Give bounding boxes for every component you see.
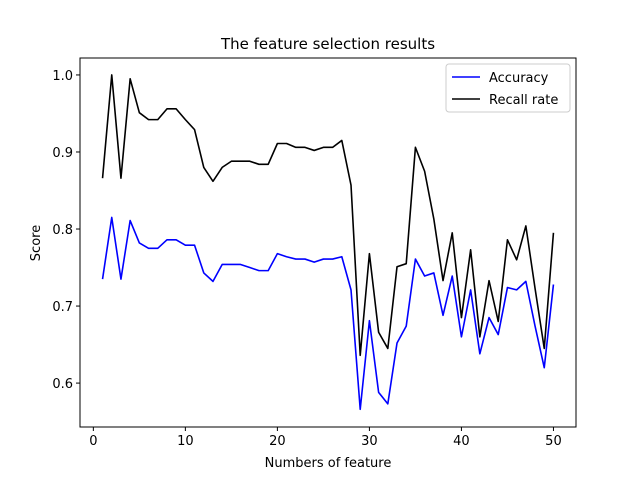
series-line-0	[101, 216, 555, 411]
y-tick-label: 1.0	[52, 69, 73, 84]
x-tick-label: 40	[453, 434, 470, 449]
x-axis-label: Numbers of feature	[265, 456, 392, 471]
y-tick-label: 0.9	[52, 146, 73, 161]
x-tick-label: 20	[269, 434, 286, 449]
y-tick-label: 0.7	[52, 300, 73, 315]
x-tick-label: 0	[89, 434, 97, 449]
x-tick-label: 50	[545, 434, 562, 449]
y-axis-label: Score	[29, 225, 44, 261]
y-axis: 0.6 0.7 0.8 0.9 1.0	[52, 69, 80, 392]
legend-label: Accuracy	[489, 71, 549, 86]
legend-label: Recall rate	[489, 93, 558, 108]
legend: Accuracy Recall rate	[445, 63, 571, 113]
x-tick-label: 10	[177, 434, 194, 449]
y-tick-label: 0.8	[52, 223, 73, 238]
chart-title: The feature selection results	[220, 35, 435, 53]
x-axis: 0 10 20 30 40 50	[89, 427, 562, 449]
series-layer	[101, 74, 555, 411]
series-line-1	[101, 74, 555, 357]
y-tick-label: 0.6	[52, 377, 73, 392]
x-tick-label: 30	[361, 434, 378, 449]
plot-frame	[79, 57, 577, 428]
legend-box	[445, 63, 571, 113]
